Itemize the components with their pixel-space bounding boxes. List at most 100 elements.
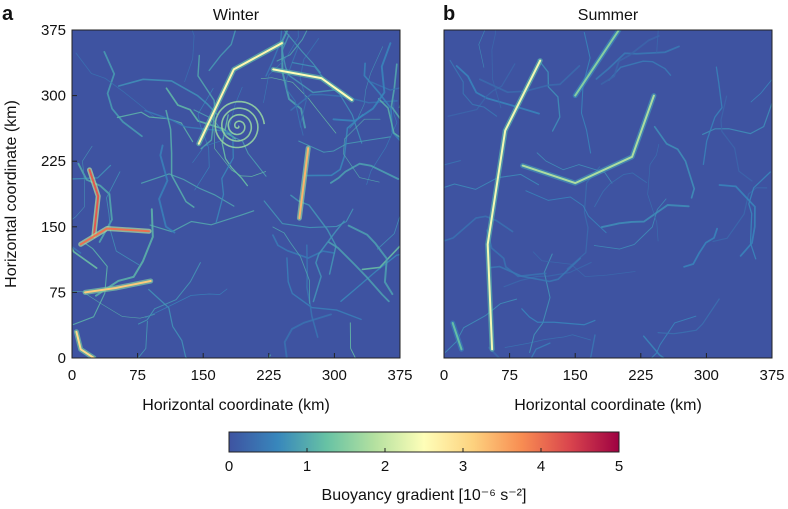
- y-tick-label: 375: [41, 22, 66, 39]
- filament-mark: [529, 253, 553, 354]
- filament-mark: [525, 190, 607, 234]
- filament-mark: [455, 65, 540, 115]
- heatmap-winter-frame: [71, 29, 401, 359]
- eddy-mark: [214, 100, 266, 149]
- filament-mark: [444, 215, 514, 242]
- filament-mark: [478, 65, 581, 94]
- colorbar-tick-label: 0: [225, 458, 233, 475]
- filament-mark: [286, 257, 362, 321]
- filament-mark: [712, 187, 768, 242]
- filament-mark: [444, 298, 518, 353]
- filament-mark: [281, 30, 306, 129]
- filament-mark: [343, 118, 381, 183]
- filament-mark: [536, 152, 613, 184]
- heatmap-summer-background: [444, 30, 772, 358]
- filament-mark: [260, 77, 337, 134]
- filament-mark: [137, 320, 148, 358]
- filament-mark: [449, 59, 498, 117]
- x-tick-label: 150: [563, 367, 588, 384]
- front-mark: [574, 30, 620, 97]
- filament-mark: [103, 51, 143, 138]
- filament-mark: [650, 315, 697, 358]
- filament-mark: [489, 257, 582, 283]
- colorbar-tick-label: 2: [381, 458, 389, 475]
- filament-mark: [208, 30, 237, 72]
- filament-mark: [347, 224, 394, 296]
- heatmap-winter: [72, 30, 400, 358]
- filament-mark: [702, 66, 723, 166]
- x-tick-label: 300: [694, 367, 719, 384]
- filament-mark: [72, 145, 93, 220]
- filament-mark: [95, 208, 154, 297]
- x-axis-ticks-summer: 0 75 150 225 300 375: [440, 353, 785, 384]
- y-tick-label: 300: [41, 88, 66, 105]
- filament-mark: [290, 194, 337, 275]
- filament-mark: [491, 30, 502, 109]
- panel-title-summer: Summer: [578, 7, 639, 24]
- filament-mark: [72, 246, 98, 269]
- filament-mark: [283, 30, 321, 74]
- filament-mark: [444, 173, 539, 190]
- filament-mark: [272, 234, 336, 260]
- filament-mark: [608, 60, 672, 81]
- filament-mark: [600, 35, 660, 85]
- filament-mark: [566, 166, 601, 270]
- filament-mark: [370, 81, 400, 91]
- filament-mark: [329, 162, 400, 184]
- filament-mark: [580, 31, 592, 154]
- filament-mark: [263, 30, 299, 103]
- filament-mark: [653, 125, 696, 199]
- front-mark: [451, 322, 463, 351]
- filament-mark: [503, 261, 592, 288]
- y-tick-label: 225: [41, 153, 66, 170]
- y-axis-ticks-winter: 0 75 150 225 300 375: [41, 22, 77, 367]
- filament-mark: [165, 109, 195, 208]
- panel-winter: a Winter 0 75 150 225 300 375 0 75 150 225 300 375…: [2, 3, 413, 414]
- filament-mark: [361, 244, 400, 271]
- filament-mark: [750, 78, 772, 103]
- front-mark: [84, 280, 152, 294]
- filament-mark: [349, 322, 356, 358]
- filament-mark: [144, 288, 228, 319]
- colorbar-ticks: 0 1 2 3 4 5: [225, 448, 623, 475]
- heatmap-summer-frame: [443, 29, 773, 359]
- filament-mark: [149, 210, 255, 233]
- x-tick-label: 225: [628, 367, 653, 384]
- y-tick-label: 150: [41, 219, 66, 236]
- front-mark: [197, 42, 283, 145]
- filament-mark: [532, 251, 636, 278]
- filament-mark: [657, 298, 720, 335]
- x-tick-label: 375: [387, 367, 412, 384]
- colorbar-tick-label: 1: [303, 458, 311, 475]
- filament-mark: [504, 334, 592, 348]
- x-tick-label: 0: [440, 367, 448, 384]
- filament-mark: [158, 144, 176, 234]
- front-mark: [272, 68, 353, 101]
- x-tick-label: 375: [759, 367, 784, 384]
- colorbar-tick-label: 5: [615, 458, 623, 475]
- filament-mark: [72, 291, 155, 319]
- filament-mark: [683, 227, 718, 268]
- y-tick-label: 75: [49, 284, 66, 301]
- filament-mark: [272, 226, 311, 304]
- filament-mark: [290, 93, 398, 111]
- colorbar-tick-label: 3: [459, 458, 467, 475]
- filament-mark: [184, 30, 195, 83]
- filament-mark: [75, 52, 156, 119]
- y-axis-label-winter: Horizontal coordinate (km): [3, 100, 20, 288]
- filament-mark: [340, 253, 400, 302]
- filament-mark: [398, 102, 400, 109]
- colorbar: 0 1 2 3 4 5 Buoyancy gradient [10⁻⁶ s⁻²]: [225, 431, 623, 504]
- filament-mark: [447, 63, 516, 117]
- filament-mark: [306, 244, 319, 338]
- filament-mark: [530, 342, 551, 358]
- filament-mark: [276, 30, 308, 62]
- filament-mark: [165, 87, 237, 140]
- x-tick-label: 0: [68, 367, 76, 384]
- front-mark: [79, 227, 150, 246]
- filament-mark: [366, 99, 398, 185]
- filament-mark: [298, 136, 392, 153]
- filament-mark: [106, 171, 140, 266]
- x-tick-label: 150: [191, 367, 216, 384]
